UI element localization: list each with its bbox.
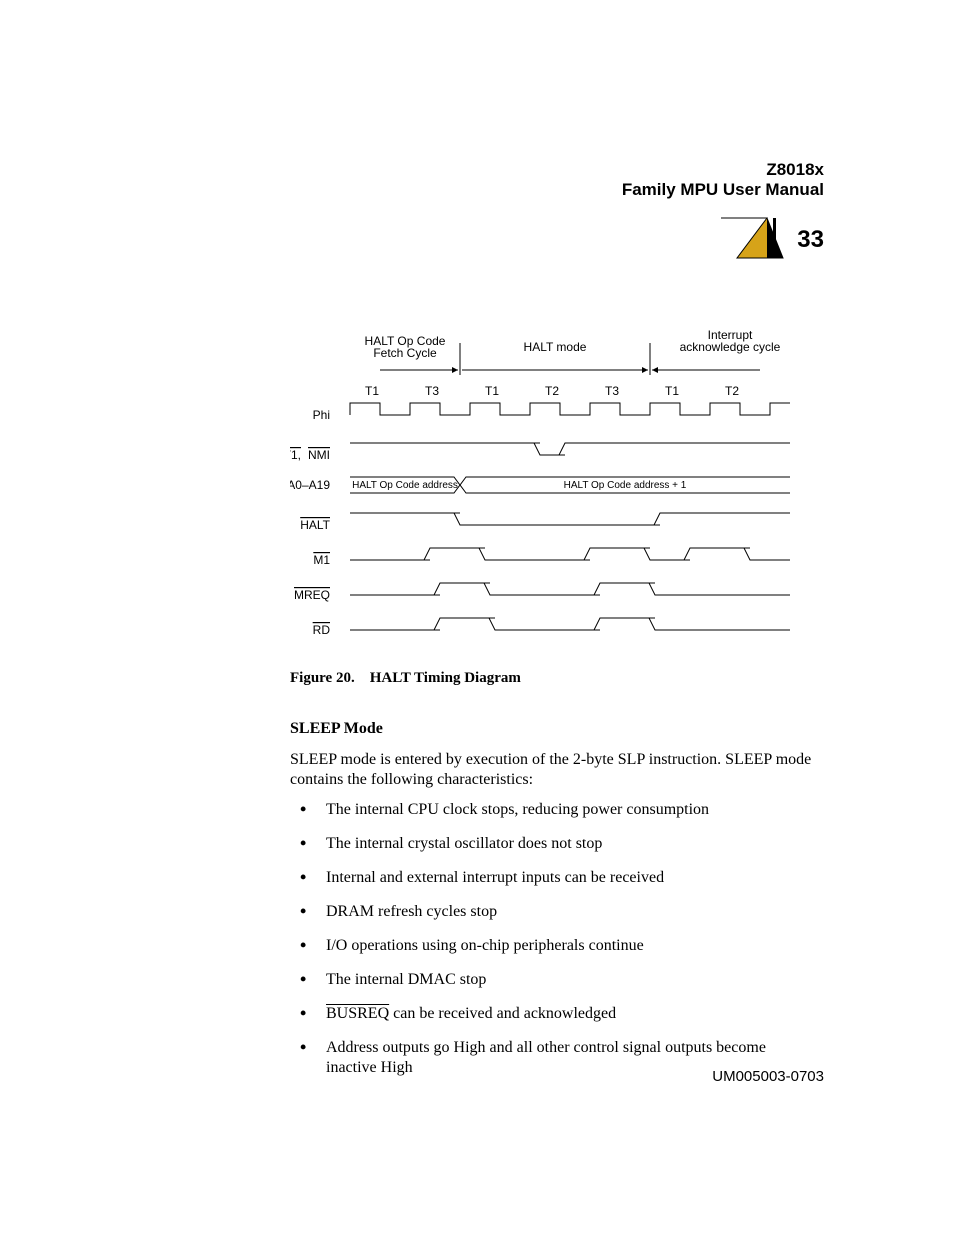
section-heading: SLEEP Mode bbox=[290, 720, 383, 738]
doc-title-1: Z8018x bbox=[622, 160, 824, 180]
svg-text:T1: T1 bbox=[485, 384, 499, 398]
svg-text:Phi: Phi bbox=[313, 408, 330, 422]
timing-diagram-figure: HALT Op CodeFetch CycleHALT modeInterrup… bbox=[290, 325, 830, 650]
list-item: The internal crystal oscillator does not… bbox=[300, 834, 820, 854]
svg-text:MREQ: MREQ bbox=[294, 588, 330, 602]
list-item: The internal DMAC stop bbox=[300, 970, 820, 990]
svg-text:T1: T1 bbox=[365, 384, 379, 398]
svg-text:Fetch Cycle: Fetch Cycle bbox=[373, 346, 437, 360]
svg-text:T3: T3 bbox=[605, 384, 619, 398]
section-paragraph: SLEEP mode is entered by execution of th… bbox=[290, 750, 820, 790]
svg-text:T1: T1 bbox=[665, 384, 679, 398]
svg-text:M1: M1 bbox=[313, 553, 330, 567]
list-item: BUSREQ can be received and acknowledged bbox=[300, 1004, 820, 1024]
doc-id-footer: UM005003-0703 bbox=[712, 1068, 824, 1085]
svg-text:NMI: NMI bbox=[308, 448, 330, 462]
list-item: DRAM refresh cycles stop bbox=[300, 902, 820, 922]
svg-text:HALT Op Code address + 1: HALT Op Code address + 1 bbox=[564, 480, 687, 491]
svg-text:RD: RD bbox=[313, 623, 331, 637]
page-number: 33 bbox=[797, 226, 824, 254]
logo-block: 33 bbox=[717, 210, 824, 270]
svg-text:INT1,: INT1, bbox=[290, 448, 301, 462]
list-item: Internal and external interrupt inputs c… bbox=[300, 868, 820, 888]
svg-text:A0–A19: A0–A19 bbox=[290, 478, 330, 492]
svg-text:acknowledge cycle: acknowledge cycle bbox=[680, 340, 781, 354]
zilog-logo-icon bbox=[717, 210, 787, 270]
page-header: Z8018x Family MPU User Manual bbox=[622, 160, 824, 200]
doc-title-2: Family MPU User Manual bbox=[622, 180, 824, 200]
svg-text:HALT Op Code address: HALT Op Code address bbox=[352, 480, 458, 491]
caption-label: Figure 20. bbox=[290, 670, 355, 686]
svg-text:T2: T2 bbox=[545, 384, 559, 398]
svg-text:HALT: HALT bbox=[300, 518, 330, 532]
list-item: The internal CPU clock stops, reducing p… bbox=[300, 800, 820, 820]
svg-text:T3: T3 bbox=[425, 384, 439, 398]
figure-caption: Figure 20. HALT Timing Diagram bbox=[290, 670, 521, 687]
list-item: I/O operations using on-chip peripherals… bbox=[300, 936, 820, 956]
svg-text:HALT mode: HALT mode bbox=[524, 340, 587, 354]
caption-text: HALT Timing Diagram bbox=[370, 670, 521, 686]
svg-text:T2: T2 bbox=[725, 384, 739, 398]
timing-diagram-svg: HALT Op CodeFetch CycleHALT modeInterrup… bbox=[290, 325, 830, 645]
bullet-list: The internal CPU clock stops, reducing p… bbox=[300, 800, 820, 1092]
